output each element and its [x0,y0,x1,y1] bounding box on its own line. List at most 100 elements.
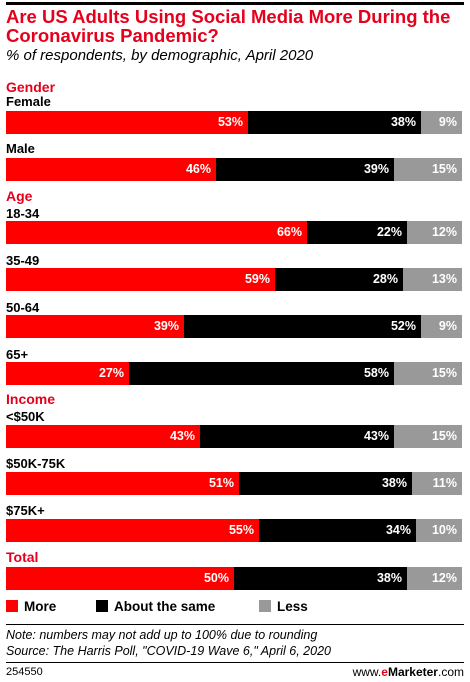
bar-segment-about-the-same [129,362,394,385]
top-rule [6,2,464,5]
chart-id: 254550 [6,666,43,678]
bar-segment-about-the-same [200,425,394,448]
data-label-more: 51% [208,476,234,490]
data-label-about-the-same: 52% [390,319,416,333]
bar-segment-more [6,315,184,338]
row-label-35-49: 35-49 [6,253,40,268]
data-label-less: 11% [432,476,457,490]
data-label-less: 15% [431,162,457,176]
bar-segment-less [421,315,462,338]
bar-segment-more [6,567,234,590]
row-label-75k: $75K+ [6,503,45,518]
bar-segment-about-the-same [216,158,394,181]
brand-e: e [381,665,388,679]
note-source: Source: The Harris Poll, "COVID-19 Wave … [6,644,331,658]
chart-title: Are US Adults Using Social Media More Du… [6,6,451,46]
bar-segment-about-the-same [259,519,416,542]
brand-name: Marketer [387,665,438,679]
data-label-about-the-same: 34% [385,523,411,537]
data-label-less: 13% [431,272,457,286]
note-rounding: Note: numbers may not add up to 100% due… [6,628,318,642]
data-label-less: 12% [431,225,457,239]
legend-item-less: Less [259,599,308,614]
bar-segment-less [407,567,462,590]
data-label-more: 53% [217,115,243,129]
bar-segment-about-the-same [184,315,421,338]
bar-50k-75k: 51% 38% 11% [6,472,462,495]
bar-segment-less [394,362,462,385]
brand-prefix: www. [352,665,382,679]
bar-segment-more [6,158,216,181]
data-label-more: 46% [185,162,211,176]
data-label-about-the-same: 38% [381,476,407,490]
data-label-about-the-same: 22% [376,225,402,239]
row-label-65: 65+ [6,347,29,362]
bar-segment-more [6,472,239,495]
bar-segment-more [6,221,307,244]
legend-label: Less [277,599,308,614]
data-label-about-the-same: 38% [390,115,416,129]
data-label-more: 27% [98,366,124,380]
bar-segment-less [412,472,462,495]
row-label-male: Male [6,141,35,156]
bar-segment-more [6,111,248,134]
row-label-female: Female [6,94,51,109]
bar-segment-about-the-same [234,567,407,590]
bar-segment-about-the-same [248,111,421,134]
bar-segment-less [403,268,462,291]
brand-link[interactable]: www.eMarketer.com [353,665,464,679]
legend-swatch [96,600,108,612]
data-label-about-the-same: 43% [363,429,389,443]
bar-segment-about-the-same [239,472,412,495]
row-label-50k: <$50K [6,409,45,424]
bar-75k: 55% 34% 10% [6,519,462,542]
bar-segment-about-the-same [307,221,407,244]
data-label-more: 50% [203,571,229,585]
bar-male: 46% 39% 15% [6,158,462,181]
data-label-less: 15% [431,429,457,443]
data-label-more: 59% [244,272,270,286]
legend-item-about-the-same: About the same [96,599,215,614]
bar-18-34: 66% 22% 12% [6,221,462,244]
chart-subtitle: % of respondents, by demographic, April … [6,47,314,64]
bar-segment-less [394,158,462,181]
data-label-more: 39% [153,319,179,333]
bar-segment-more [6,519,259,542]
group-label-income: Income [6,391,56,407]
data-label-about-the-same: 28% [372,272,398,286]
data-label-more: 43% [169,429,195,443]
bar-segment-more [6,268,275,291]
data-label-about-the-same: 38% [376,571,402,585]
bar-50k: 43% 43% 15% [6,425,462,448]
bar-segment-more [6,425,200,448]
bar-65: 27% 58% 15% [6,362,462,385]
bar-female: 53% 38% 9% [6,111,462,134]
group-label-total: Total [6,549,39,565]
data-label-about-the-same: 39% [363,162,389,176]
brand-suffix: .com [437,665,464,679]
group-label-gender: Gender [6,79,56,95]
bar-segment-less [407,221,462,244]
legend-divider [6,624,464,625]
legend-label: About the same [114,599,216,614]
bar-total: 50% 38% 12% [6,567,462,590]
bar-segment-more [6,362,129,385]
bottom-rule [6,662,464,663]
legend-swatch [6,600,18,612]
data-label-less: 9% [438,115,457,129]
data-label-about-the-same: 58% [363,366,389,380]
data-label-more: 55% [228,523,254,537]
legend-swatch [259,600,271,612]
bar-segment-less [416,519,462,542]
data-label-less: 10% [431,523,457,537]
bar-50-64: 39% 52% 9% [6,315,462,338]
bar-segment-about-the-same [275,268,403,291]
data-label-less: 15% [431,366,457,380]
legend-item-more: More [6,599,56,614]
row-label-50-64: 50-64 [6,300,40,315]
row-label-18-34: 18-34 [6,206,40,221]
group-label-age: Age [6,188,33,204]
data-label-more: 66% [276,225,302,239]
bar-segment-less [421,111,462,134]
